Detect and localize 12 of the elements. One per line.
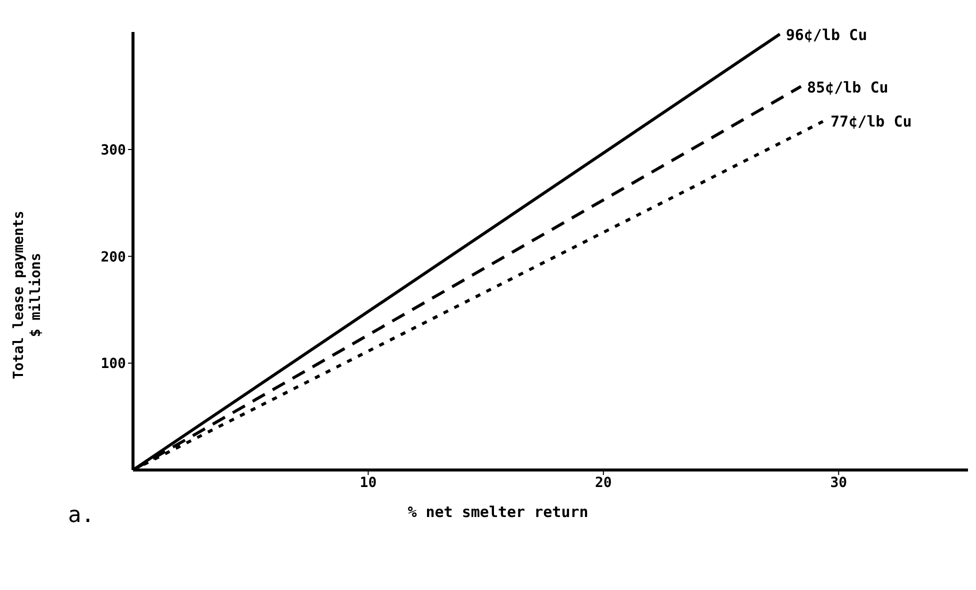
x-axis-title: % net smelter return [406,503,590,521]
y-tick-label: 300 [100,142,126,158]
series-label: 96¢/lb Cu [786,26,868,44]
x-tick-label: 20 [594,474,612,491]
series-label: 85¢/lb Cu [807,78,888,96]
y-axis-title: Total lease payments $ millions [11,210,45,382]
x-tick-label: 10 [360,474,377,491]
y-tick-label: 200 [100,249,126,266]
text: a. [68,503,94,528]
x-tick-label: 30 [830,474,848,491]
y-tick-label: 100 [100,356,126,372]
series-label: 77¢/lb Cu [830,112,912,131]
